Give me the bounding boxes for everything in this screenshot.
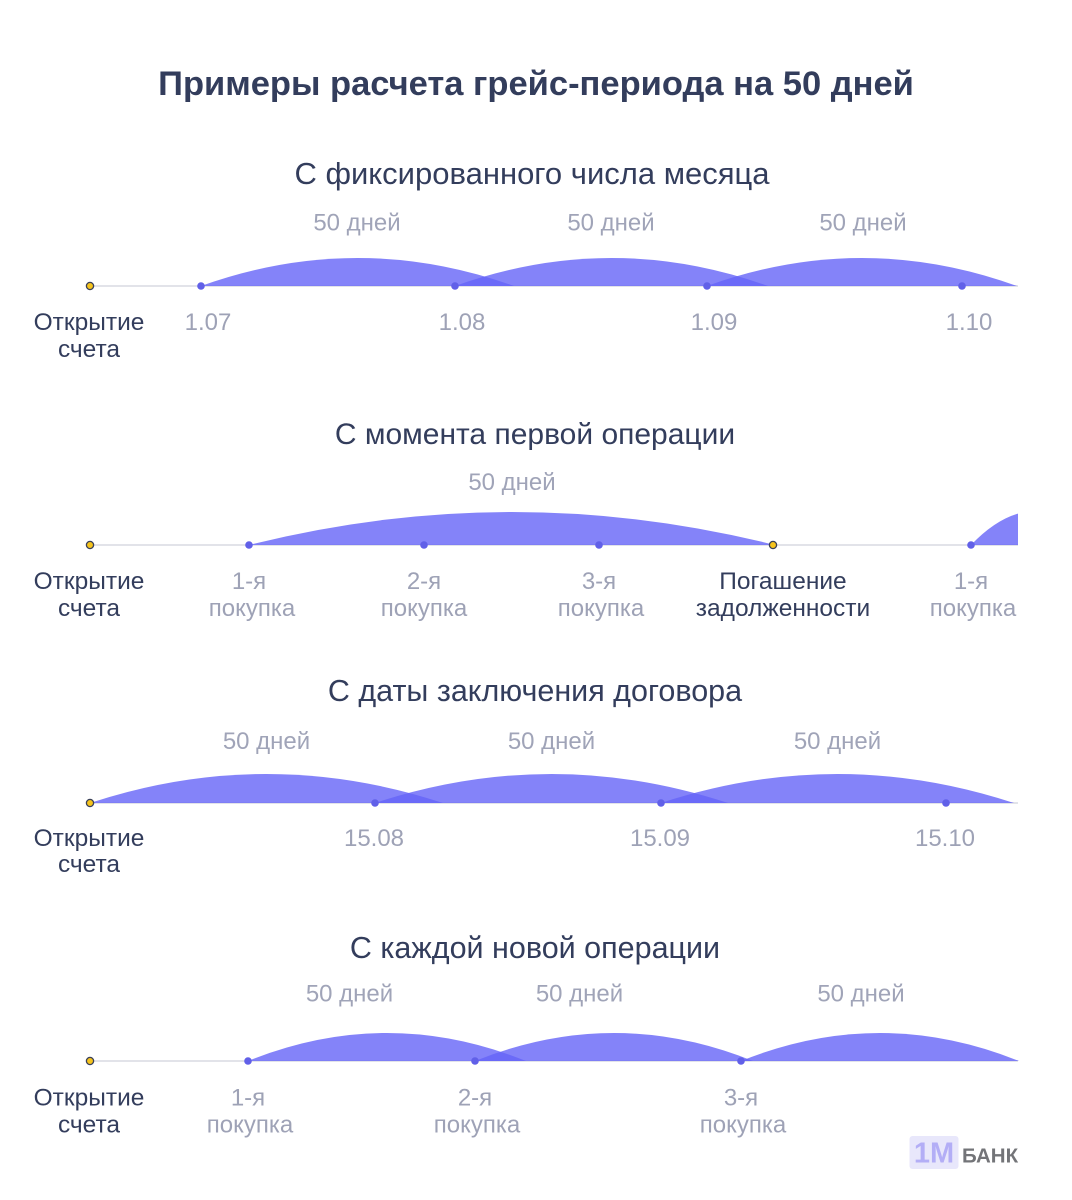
svg-text:покупка: покупка bbox=[558, 595, 645, 622]
svg-text:покупка: покупка bbox=[434, 1112, 521, 1139]
svg-text:15.10: 15.10 bbox=[915, 825, 975, 852]
svg-text:покупка: покупка bbox=[207, 1112, 294, 1139]
svg-text:С каждой новой операции: С каждой новой операции bbox=[350, 931, 720, 965]
svg-text:Открытие: Открытие bbox=[34, 568, 145, 595]
svg-text:1.07: 1.07 bbox=[185, 309, 232, 336]
svg-text:покупка: покупка bbox=[381, 595, 468, 622]
svg-text:Погашение: Погашение bbox=[719, 568, 846, 595]
svg-text:покупка: покупка bbox=[209, 595, 296, 622]
svg-text:50 дней: 50 дней bbox=[508, 728, 595, 755]
svg-text:50 дней: 50 дней bbox=[567, 210, 654, 237]
svg-text:2-я: 2-я bbox=[407, 568, 441, 595]
svg-text:15.08: 15.08 bbox=[344, 825, 404, 852]
svg-text:счета: счета bbox=[58, 1112, 120, 1139]
svg-text:С фиксированного числа месяца: С фиксированного числа месяца bbox=[294, 156, 770, 191]
svg-text:2-я: 2-я bbox=[458, 1085, 492, 1112]
svg-text:С даты заключения договора: С даты заключения договора bbox=[328, 674, 742, 708]
svg-text:1.10: 1.10 bbox=[946, 309, 993, 336]
svg-text:50 дней: 50 дней bbox=[794, 728, 881, 755]
svg-text:счета: счета bbox=[58, 851, 120, 878]
svg-text:50 дней: 50 дней bbox=[223, 728, 310, 755]
svg-text:Открытие: Открытие bbox=[34, 309, 145, 336]
svg-text:покупка: покупка bbox=[700, 1112, 787, 1139]
svg-text:1-я: 1-я bbox=[232, 568, 266, 595]
svg-text:Открытие: Открытие bbox=[34, 825, 145, 852]
svg-text:счета: счета bbox=[58, 336, 120, 363]
svg-text:3-я: 3-я bbox=[724, 1085, 758, 1112]
svg-text:Примеры расчета грейс-периода: Примеры расчета грейс-периода на 50 дней bbox=[158, 65, 914, 103]
svg-text:Открытие: Открытие bbox=[34, 1085, 145, 1112]
svg-text:50 дней: 50 дней bbox=[306, 981, 393, 1008]
svg-text:С момента первой операции: С момента первой операции bbox=[335, 418, 735, 451]
svg-text:счета: счета bbox=[58, 595, 120, 622]
svg-text:1.08: 1.08 bbox=[439, 309, 486, 336]
svg-text:15.09: 15.09 bbox=[630, 825, 690, 852]
svg-text:50 дней: 50 дней bbox=[819, 210, 906, 237]
svg-text:1-я: 1-я bbox=[954, 568, 988, 595]
svg-text:50 дней: 50 дней bbox=[468, 469, 555, 496]
svg-text:БАНК: БАНК bbox=[962, 1145, 1019, 1168]
svg-text:1-я: 1-я bbox=[231, 1085, 265, 1112]
svg-text:3-я: 3-я bbox=[582, 568, 616, 595]
svg-text:50 дней: 50 дней bbox=[536, 981, 623, 1008]
svg-text:50 дней: 50 дней bbox=[817, 981, 904, 1008]
svg-text:покупка: покупка bbox=[930, 595, 1017, 622]
svg-text:1М: 1М bbox=[914, 1138, 954, 1170]
svg-text:50 дней: 50 дней bbox=[313, 210, 400, 237]
svg-text:1.09: 1.09 bbox=[691, 309, 738, 336]
svg-text:задолженности: задолженности bbox=[696, 595, 870, 622]
